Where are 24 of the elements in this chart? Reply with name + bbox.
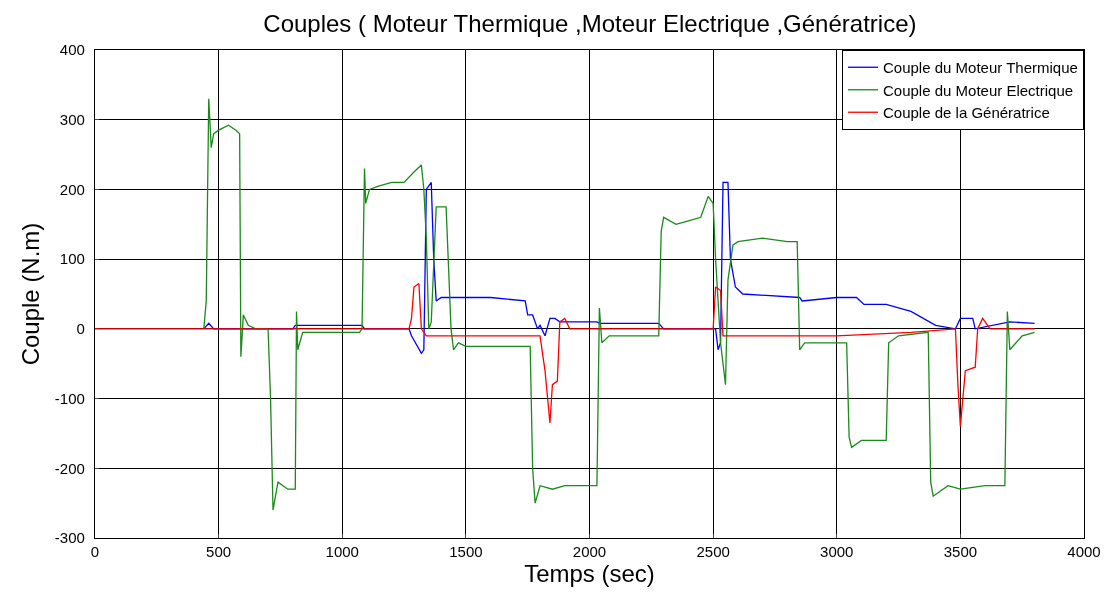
y-tick-label: 200	[59, 180, 85, 198]
y-tick-label: 300	[59, 110, 85, 128]
x-tick-label: 1500	[449, 543, 483, 561]
x-tick-label: 3500	[943, 543, 978, 561]
legend-label: Couple de la Génératrice	[883, 104, 1050, 122]
x-tick-label: 2000	[572, 543, 607, 561]
legend-label: Couple du Moteur Electrique	[883, 81, 1074, 99]
x-tick-label: 4000	[1067, 543, 1101, 561]
x-axis-title: Temps (sec)	[524, 560, 655, 588]
x-tick-label: 2500	[696, 543, 730, 561]
x-tick-label: 3000	[820, 543, 854, 561]
y-tick-label: -200	[54, 459, 85, 477]
line-series	[95, 282, 1036, 428]
y-tick-label: 100	[59, 250, 85, 268]
legend-label: Couple du Moteur Thermique	[883, 59, 1078, 77]
y-tick-label: -300	[54, 529, 85, 547]
y-axis-title: Couple (N.m)	[16, 222, 44, 366]
y-tick-label: -100	[54, 389, 85, 407]
y-tick-label: 400	[59, 41, 85, 59]
chart-title: Couples ( Moteur Thermique ,Moteur Electrique ,Génératrice)	[263, 9, 917, 37]
x-tick-label: 500	[206, 543, 232, 561]
y-tick-label: 0	[76, 320, 85, 338]
x-tick-label: 0	[90, 543, 100, 561]
x-tick-label: 1000	[325, 543, 359, 561]
